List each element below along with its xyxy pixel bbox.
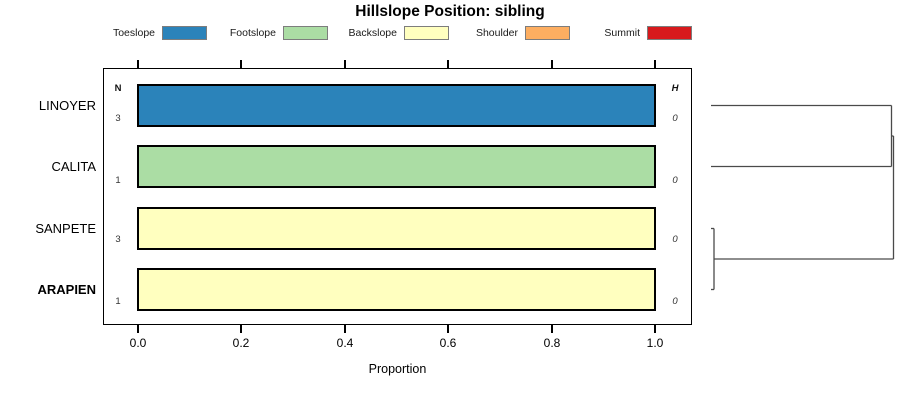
n-value: 1	[115, 296, 121, 307]
axis-tick	[654, 325, 656, 333]
x-axis-title: Proportion	[368, 362, 427, 376]
n-column-header: N	[114, 83, 122, 94]
axis-tick	[137, 60, 139, 68]
row-label-arapien: ARAPIEN	[37, 282, 96, 297]
legend-label: Summit	[604, 26, 640, 39]
legend-swatch-footslope	[283, 25, 328, 40]
n-value: 3	[115, 113, 121, 124]
legend-item-toeslope: Toeslope	[113, 24, 207, 41]
legend-swatch-toeslope	[162, 25, 207, 40]
legend-label: Toeslope	[112, 26, 155, 39]
legend-label: Shoulder	[475, 26, 518, 39]
x-tick-label: 0.2	[232, 336, 250, 350]
x-tick-label: 0.8	[543, 336, 561, 350]
h-value: 0	[672, 113, 678, 124]
legend-swatch-summit	[647, 25, 692, 40]
legend-swatch-shoulder	[525, 25, 570, 40]
legend-item-backslope: Backslope	[349, 24, 449, 41]
proportion-bar-arapien	[137, 268, 656, 311]
h-value: 0	[672, 234, 678, 245]
n-value: 3	[115, 234, 121, 245]
axis-tick	[344, 60, 346, 68]
legend-item-summit: Summit	[604, 24, 692, 41]
proportion-bar-sanpete	[137, 207, 656, 250]
legend-label: Footslope	[229, 26, 276, 39]
axis-tick	[240, 60, 242, 68]
axis-tick	[551, 325, 553, 333]
axis-tick	[447, 325, 449, 333]
x-tick-label: 1.0	[646, 336, 664, 350]
n-value: 1	[115, 175, 121, 186]
row-label-sanpete: SANPETE	[35, 221, 96, 236]
axis-tick	[344, 325, 346, 333]
legend-item-shoulder: Shoulder	[476, 24, 570, 41]
legend-label: Backslope	[348, 26, 397, 39]
axis-tick	[240, 325, 242, 333]
x-tick-label: 0.6	[439, 336, 457, 350]
h-column-header: H	[671, 83, 679, 94]
axis-tick	[654, 60, 656, 68]
proportion-bar-calita	[137, 145, 656, 188]
axis-tick	[137, 325, 139, 333]
legend-item-footslope: Footslope	[230, 24, 328, 41]
x-tick-label: 0.0	[129, 336, 147, 350]
proportion-bar-linoyer	[137, 84, 656, 127]
row-label-calita: CALITA	[51, 159, 96, 174]
x-tick-label: 0.4	[336, 336, 354, 350]
legend-swatch-backslope	[404, 25, 449, 40]
h-value: 0	[672, 175, 678, 186]
row-label-linoyer: LINOYER	[38, 98, 96, 113]
axis-tick	[447, 60, 449, 68]
h-value: 0	[672, 296, 678, 307]
axis-tick	[551, 60, 553, 68]
chart-title: Hillslope Position: sibling	[355, 3, 545, 20]
